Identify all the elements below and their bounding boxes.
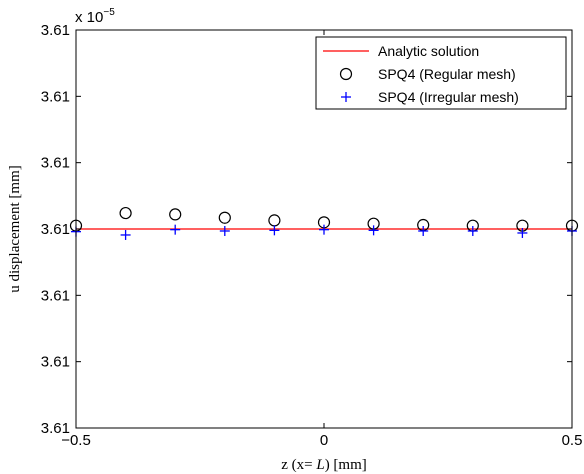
point-irregular-mesh bbox=[170, 224, 181, 235]
x-tick-label: 0.5 bbox=[562, 432, 583, 449]
x-axis-label: z (x= L) [mm] bbox=[281, 457, 367, 473]
y-exponent-power: −5 bbox=[103, 7, 115, 18]
point-irregular-mesh bbox=[120, 229, 131, 240]
point-irregular-mesh bbox=[319, 224, 329, 235]
point-irregular-mesh bbox=[368, 225, 379, 236]
legend-swatch-irregular bbox=[341, 92, 351, 102]
point-irregular-mesh bbox=[467, 225, 478, 236]
x-tick-label: 0 bbox=[320, 432, 328, 449]
y-tick-label: 3.61 bbox=[41, 221, 70, 238]
x-tick-label: −0.5 bbox=[61, 432, 91, 449]
y-tick-label: 3.61 bbox=[41, 155, 70, 172]
y-tick-label: 3.61 bbox=[41, 287, 70, 304]
y-tick-label: 3.61 bbox=[41, 22, 70, 39]
point-regular-mesh bbox=[169, 208, 182, 221]
y-axis-label: u displacement [mm] bbox=[7, 165, 23, 292]
legend-swatch-regular bbox=[339, 67, 353, 81]
point-irregular-mesh bbox=[418, 225, 429, 236]
point-irregular-mesh bbox=[269, 225, 280, 236]
point-regular-mesh bbox=[119, 206, 132, 220]
legend-label-regular: SPQ4 (Regular mesh) bbox=[378, 66, 516, 82]
y-tick-label: 3.61 bbox=[41, 88, 70, 105]
point-regular-mesh bbox=[218, 211, 231, 224]
y-exponent-label: x 10−5 bbox=[75, 7, 115, 26]
legend-label-analytic: Analytic solution bbox=[378, 43, 479, 59]
point-irregular-mesh bbox=[517, 227, 528, 238]
legend: Analytic solution SPQ4 (Regular mesh) SP… bbox=[315, 36, 567, 110]
y-tick-label: 3.61 bbox=[41, 354, 70, 371]
legend-label-irregular: SPQ4 (Irregular mesh) bbox=[378, 89, 519, 105]
point-irregular-mesh bbox=[219, 225, 230, 236]
y-tick-label: 3.61 bbox=[41, 420, 70, 437]
legend-box bbox=[315, 36, 567, 110]
